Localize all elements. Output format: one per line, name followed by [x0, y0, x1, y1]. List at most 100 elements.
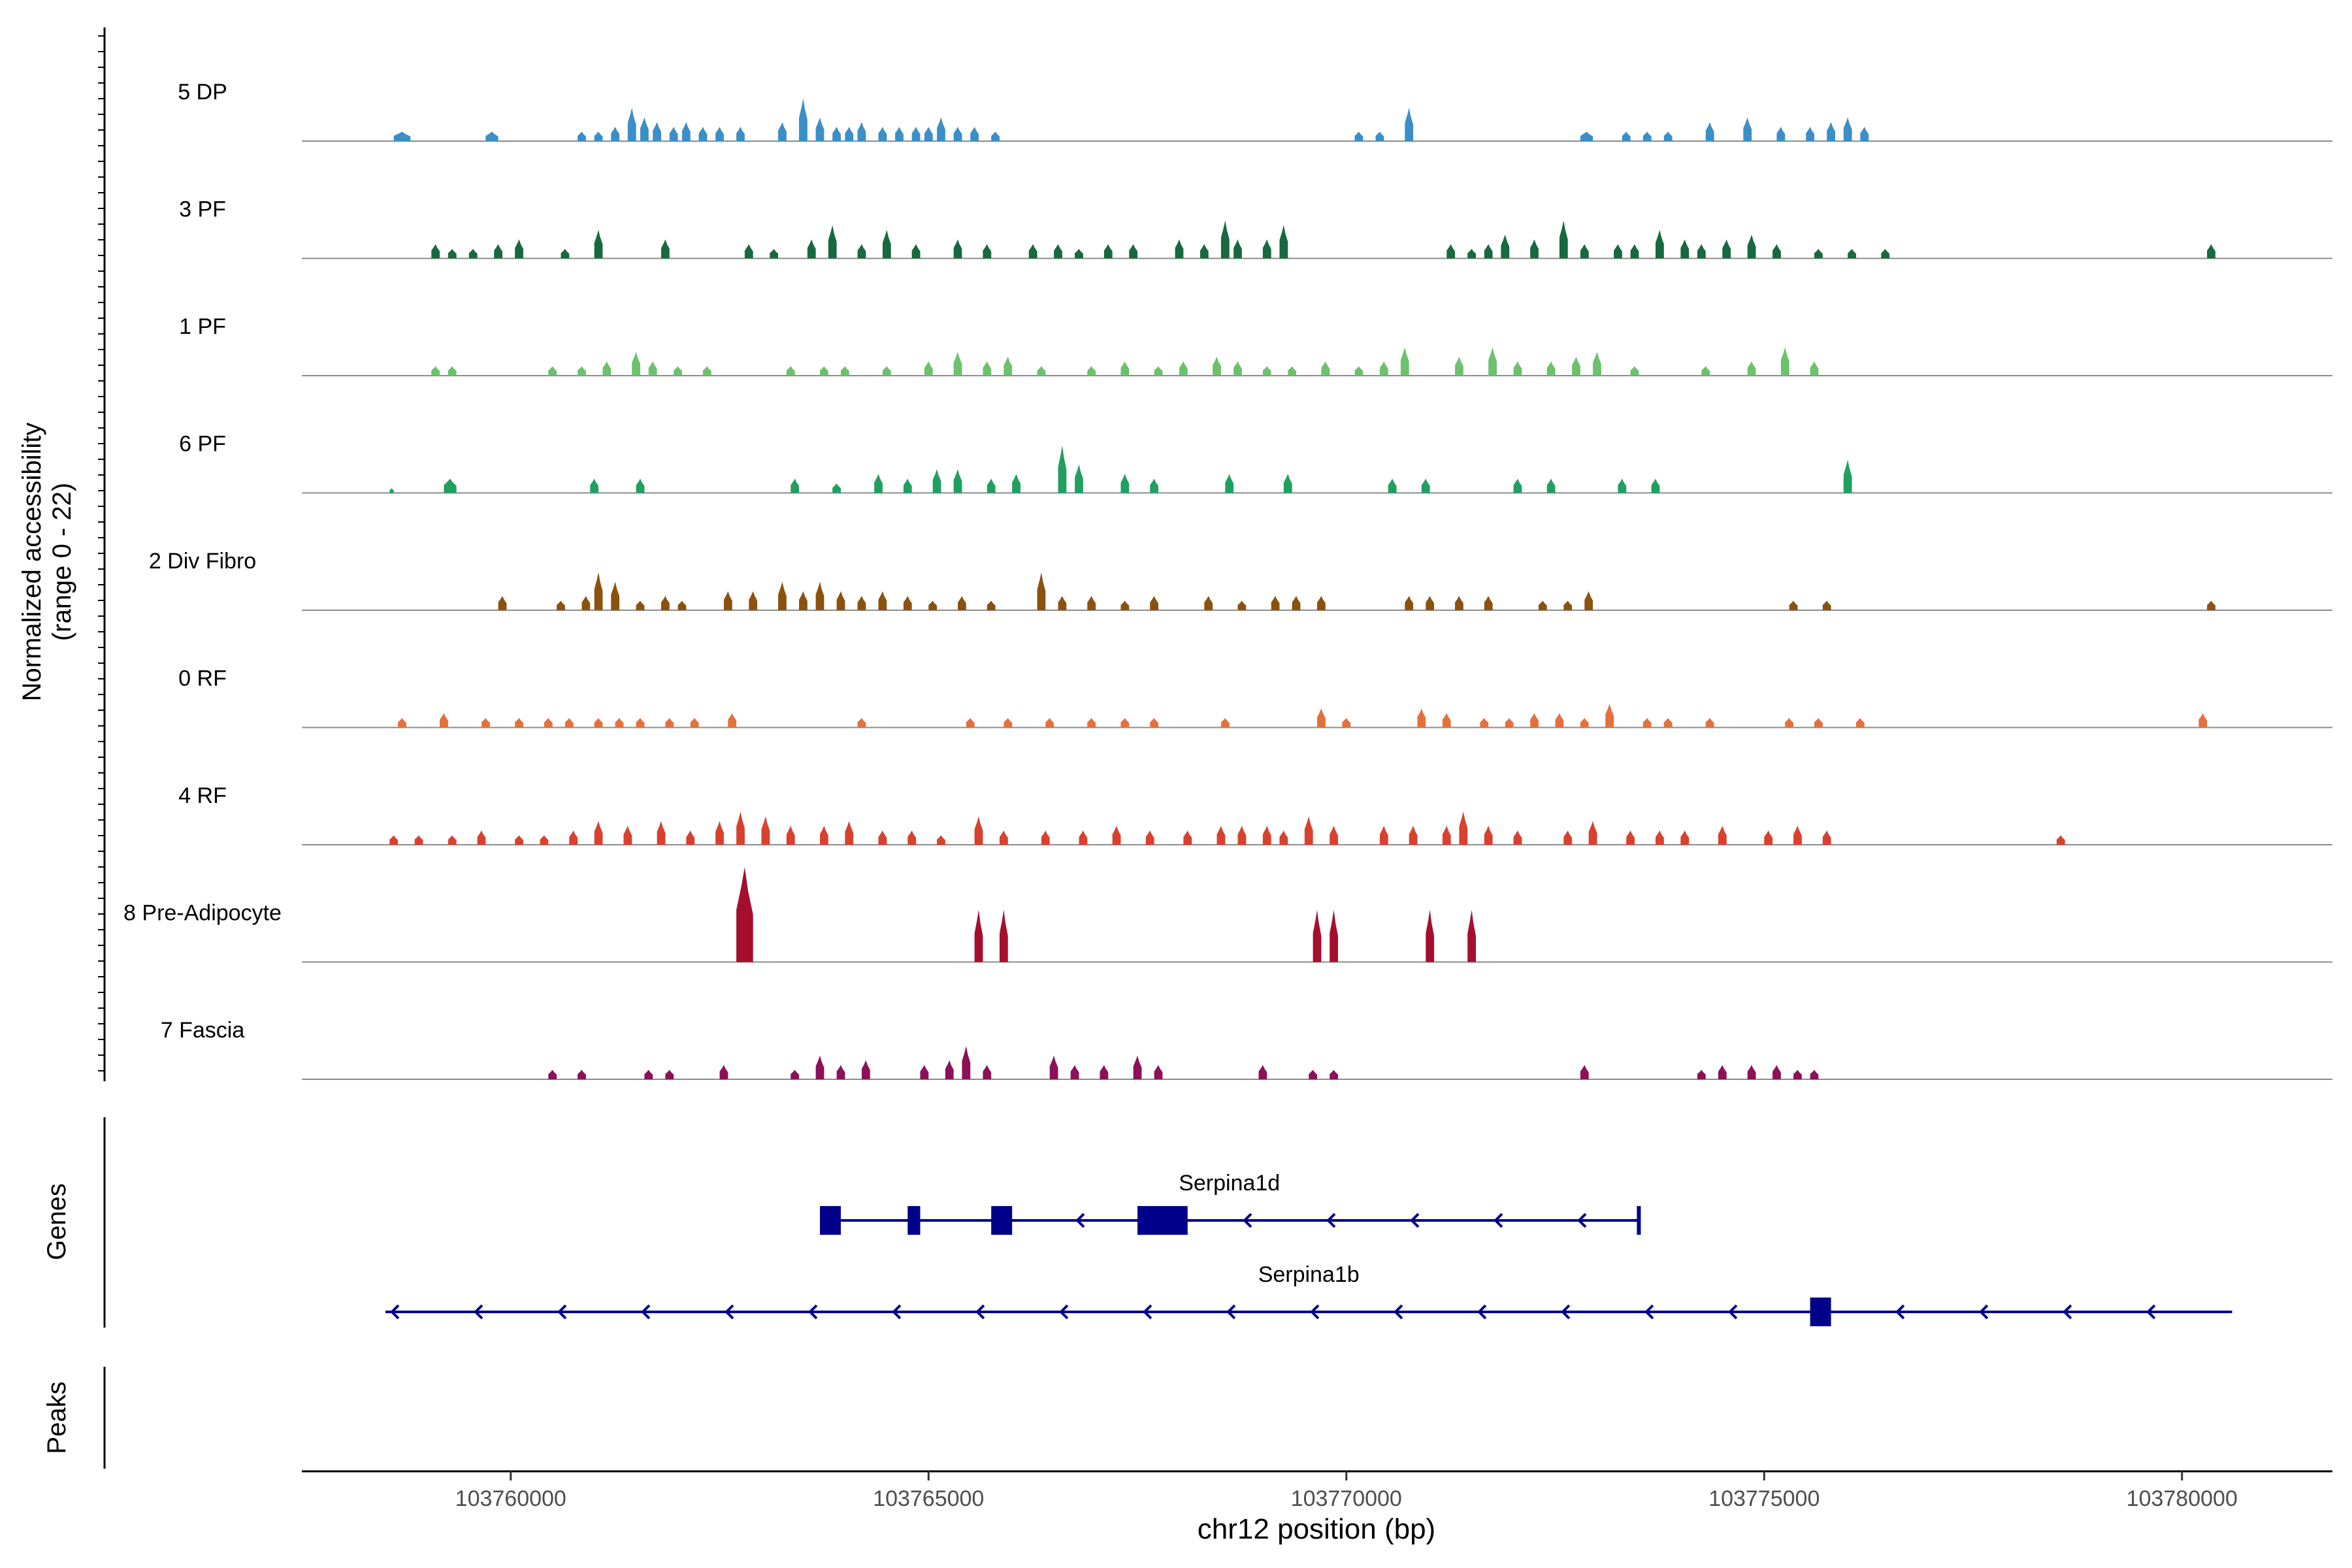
coverage-peak [1103, 244, 1113, 259]
coverage-peak [1442, 825, 1451, 845]
coverage-peak [970, 127, 979, 141]
coverage-peak [1722, 239, 1731, 259]
coverage-peak [857, 244, 866, 259]
coverage-peak [719, 1065, 728, 1079]
coverage-peak [1789, 600, 1798, 610]
strand-arrow [1410, 1213, 1420, 1228]
x-tick-label: 103760000 [455, 1486, 566, 1511]
coverage-peak [1697, 1070, 1706, 1079]
coverage-peak [632, 351, 640, 376]
coverage-peak [544, 717, 553, 728]
coverage-peak [815, 1055, 825, 1079]
coverage-peak [736, 867, 753, 962]
track-8-pre-adipocyte: 8 Pre-Adipocyte [123, 867, 2332, 963]
coverage-peak [1764, 830, 1773, 845]
coverage-peak [569, 830, 578, 845]
coverage-peak [1626, 830, 1635, 845]
coverage-peak [1075, 464, 1083, 493]
coverage-peak [1580, 131, 1593, 141]
coverage-peak [653, 122, 661, 141]
coverage-peak [1288, 366, 1297, 376]
coverage-peak [1588, 821, 1597, 845]
coverage-peak [1480, 717, 1489, 728]
coverage-peak [815, 117, 825, 141]
coverage-peak [1133, 1055, 1142, 1079]
coverage-peak [857, 717, 866, 728]
strand-arrow [1644, 1304, 1654, 1320]
coverage-peak [857, 596, 866, 610]
coverage-peak [999, 909, 1008, 962]
coverage-peak [1150, 478, 1158, 493]
coverage-peak [686, 830, 695, 845]
coverage-peak [1225, 474, 1234, 493]
y-axis-label: Normalized accessibility [18, 423, 46, 702]
coverage-peak [1379, 825, 1388, 845]
coverage-peak [953, 127, 962, 141]
strand-arrow [474, 1304, 483, 1320]
coverage-peak [1622, 131, 1631, 141]
coverage-peak [1467, 248, 1477, 259]
coverage-peak [1855, 717, 1865, 728]
coverage-peak [911, 127, 921, 141]
coverage-peak [895, 127, 904, 141]
coverage-peak [615, 717, 624, 728]
strand-arrow [2063, 1304, 2072, 1320]
coverage-peak [611, 581, 620, 610]
coverage-peak [644, 1070, 653, 1079]
coverage-peak [736, 127, 745, 141]
coverage-peak [799, 98, 808, 141]
coverage-peak [1513, 361, 1522, 376]
coverage-peak [1292, 596, 1301, 610]
coverage-peak [1100, 1065, 1109, 1079]
coverage-peak [903, 478, 912, 493]
coverage-peak [819, 825, 828, 845]
coverage-peak [431, 366, 440, 376]
coverage-peak [1747, 1065, 1756, 1079]
track-5-dp: 5 DP [178, 80, 2332, 142]
coverage-peak [991, 131, 1000, 141]
y-axis-range: (range 0 - 22) [48, 483, 76, 641]
coverage-peak [1563, 600, 1573, 610]
coverage-peak [778, 581, 787, 610]
coverage-peak [1546, 361, 1556, 376]
coverage-peak [1028, 244, 1037, 259]
coverage-peak [1330, 825, 1338, 845]
coverage-peak [1070, 1065, 1079, 1079]
coverage-peak [1580, 244, 1589, 259]
coverage-peak [1375, 131, 1384, 141]
coverage-peak [561, 248, 570, 259]
coverage-peak [1079, 830, 1088, 845]
coverage-peak [974, 816, 983, 845]
coverage-peak [702, 366, 711, 376]
coverage-peak [2207, 600, 2215, 610]
coverage-peak [791, 1070, 800, 1079]
coverage-peak [1262, 366, 1271, 376]
x-tick-label: 103765000 [873, 1486, 984, 1511]
coverage-peak [983, 361, 992, 376]
coverage-peak [1304, 816, 1313, 845]
coverage-peak [690, 717, 699, 728]
coverage-peak [494, 244, 502, 259]
track-label: 6 PF [179, 432, 226, 457]
coverage-peak [749, 591, 758, 610]
coverage-peak [1651, 478, 1660, 493]
exon [1810, 1298, 1831, 1326]
track-label: 1 PF [179, 314, 226, 339]
coverage-peak [1237, 825, 1247, 845]
coverage-peak [1037, 572, 1046, 610]
strand-arrow [390, 1304, 400, 1320]
coverage-peak [627, 108, 636, 141]
coverage-peak [840, 366, 849, 376]
track-7-fascia: 7 Fascia [161, 1018, 2332, 1080]
coverage-peak [1279, 225, 1288, 259]
coverage-peak [1467, 909, 1477, 962]
coverage-peak [1656, 830, 1664, 845]
coverage-peak [1120, 361, 1130, 376]
coverage-peak [1827, 122, 1835, 141]
coverage-peak [958, 596, 966, 610]
coverage-peak [882, 229, 891, 259]
x-tick-label: 103780000 [2127, 1486, 2238, 1511]
coverage-peak [1572, 356, 1580, 376]
coverage-peak [448, 366, 457, 376]
